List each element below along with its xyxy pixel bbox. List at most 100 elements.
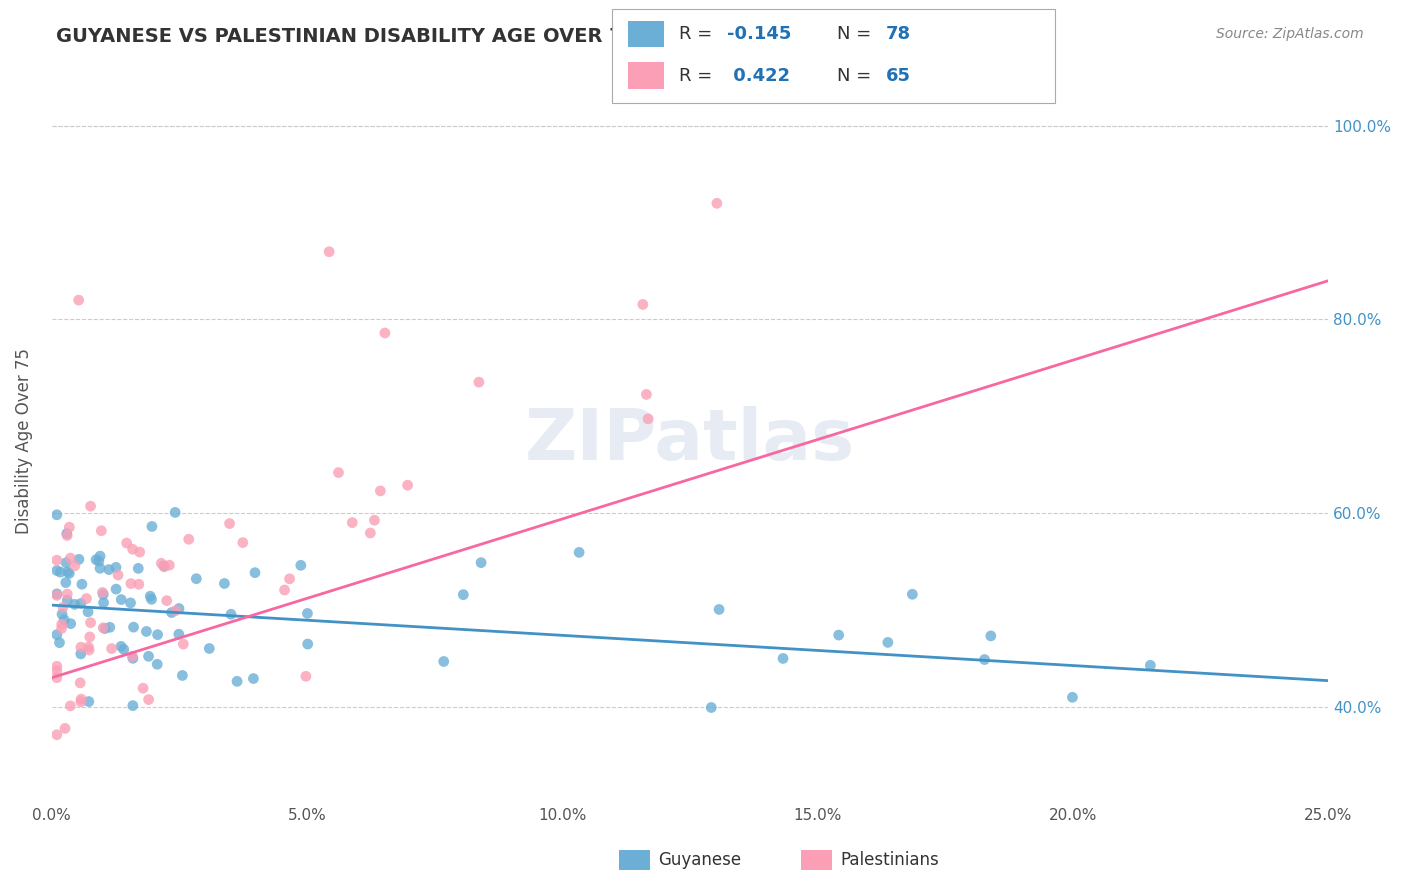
Point [278, 572, 301, 586]
Point [631, 297, 654, 311]
Point [53, 722, 76, 736]
Point [172, 668, 194, 682]
Text: ZIPatlas: ZIPatlas [524, 406, 855, 475]
Point [112, 642, 135, 657]
Point [98, 620, 121, 634]
Text: N =: N = [837, 67, 876, 85]
Point [45, 589, 67, 603]
Point [342, 516, 364, 530]
Point [58, 566, 80, 581]
Point [318, 244, 340, 259]
Point [45, 659, 67, 673]
Point [70, 597, 93, 611]
Point [63, 598, 86, 612]
Point [160, 606, 183, 620]
Point [218, 516, 240, 531]
Point [297, 607, 319, 621]
Point [138, 649, 160, 664]
Point [177, 533, 200, 547]
Point [69, 647, 91, 661]
Point [1139, 658, 1161, 673]
Point [127, 561, 149, 575]
Point [186, 572, 208, 586]
Point [69, 676, 91, 690]
Point [290, 558, 312, 573]
Point [55, 526, 77, 541]
Point [79, 615, 101, 630]
Point [115, 536, 138, 550]
Point [70, 692, 93, 706]
Point [45, 628, 67, 642]
Point [453, 588, 475, 602]
Point [89, 549, 111, 563]
Point [370, 483, 392, 498]
Point [84, 552, 107, 566]
Point [980, 629, 1002, 643]
Point [1062, 690, 1084, 705]
Point [110, 592, 132, 607]
Point [77, 605, 100, 619]
Point [89, 561, 111, 575]
Point [568, 545, 591, 559]
Point [700, 700, 723, 714]
Point [67, 293, 90, 307]
Point [63, 558, 86, 573]
Point [56, 528, 79, 542]
Text: N =: N = [837, 25, 876, 43]
Point [79, 630, 101, 644]
Point [110, 640, 132, 654]
Point [79, 499, 101, 513]
Point [56, 565, 79, 579]
Point [132, 681, 155, 696]
Point [67, 552, 90, 566]
Point [55, 556, 77, 570]
Point [243, 566, 266, 580]
Point [973, 652, 995, 666]
Point [52, 600, 75, 615]
Text: Source: ZipAtlas.com: Source: ZipAtlas.com [1216, 27, 1364, 41]
Point [70, 695, 93, 709]
Point [91, 587, 114, 601]
Point [120, 576, 142, 591]
Point [214, 576, 236, 591]
Point [105, 582, 128, 596]
Text: Guyanese: Guyanese [658, 851, 741, 869]
Point [45, 587, 67, 601]
Point [104, 560, 127, 574]
Point [901, 587, 924, 601]
Point [706, 196, 728, 211]
Text: -0.145: -0.145 [727, 25, 792, 43]
Point [107, 568, 129, 582]
Point [146, 627, 169, 641]
Point [45, 728, 67, 742]
Text: GUYANESE VS PALESTINIAN DISABILITY AGE OVER 75 CORRELATION CHART: GUYANESE VS PALESTINIAN DISABILITY AGE O… [56, 27, 877, 45]
Point [56, 593, 79, 607]
Point [232, 535, 254, 549]
Point [59, 698, 82, 713]
Point [156, 593, 179, 607]
Point [91, 585, 114, 599]
Point [219, 607, 242, 622]
Point [45, 564, 67, 578]
Point [374, 326, 396, 340]
Point [363, 513, 385, 527]
Point [121, 649, 143, 664]
Point [91, 621, 114, 635]
Point [396, 478, 419, 492]
Point [94, 622, 117, 636]
Point [121, 542, 143, 557]
Point [150, 557, 173, 571]
Point [45, 671, 67, 685]
Text: 78: 78 [886, 25, 911, 43]
Point [77, 640, 100, 654]
Point [51, 622, 73, 636]
Point [51, 607, 73, 622]
Point [93, 596, 115, 610]
Point [637, 412, 659, 426]
Point [273, 582, 295, 597]
Point [157, 558, 180, 573]
Point [138, 692, 160, 706]
Point [242, 672, 264, 686]
Point [772, 651, 794, 665]
Point [328, 466, 350, 480]
